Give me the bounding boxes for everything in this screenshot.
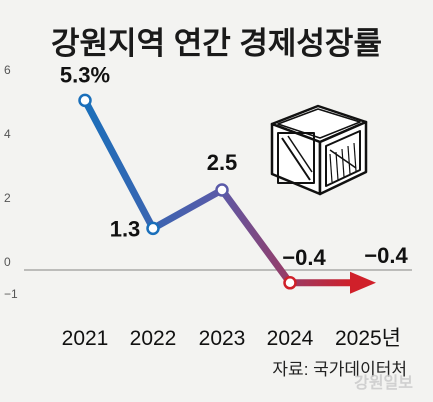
- data-point: [146, 221, 160, 236]
- data-label: 2.5: [207, 150, 238, 175]
- y-tick-label: −1: [4, 287, 18, 301]
- data-point: [78, 93, 92, 108]
- x-tick-label: 2024: [267, 327, 314, 350]
- data-label: 1.3: [110, 216, 141, 241]
- data-point: [283, 276, 297, 290]
- y-tick-label: 0: [4, 255, 11, 269]
- y-tick-label: 6: [4, 63, 11, 77]
- x-tick-label: 2021: [62, 327, 109, 350]
- series-arrow-head: [350, 271, 376, 294]
- x-tick-label: 2022: [130, 327, 177, 350]
- watermark-logo: 강원일보: [354, 375, 413, 392]
- x-tick-label: 2025년: [335, 327, 401, 350]
- x-tick-label: 2023: [199, 327, 246, 350]
- y-tick-label: 2: [4, 191, 11, 205]
- y-tick-label: 4: [4, 127, 11, 141]
- wooden-crate-icon: [270, 104, 368, 196]
- data-point: [215, 183, 229, 197]
- data-label: −0.4: [364, 243, 408, 268]
- data-label: −0.4: [282, 245, 326, 270]
- source-note: 자료: 국가데이터처: [272, 360, 407, 379]
- chart-title: 강원지역 연간 경제성장률: [51, 26, 382, 61]
- data-label: 5.3%: [60, 62, 110, 87]
